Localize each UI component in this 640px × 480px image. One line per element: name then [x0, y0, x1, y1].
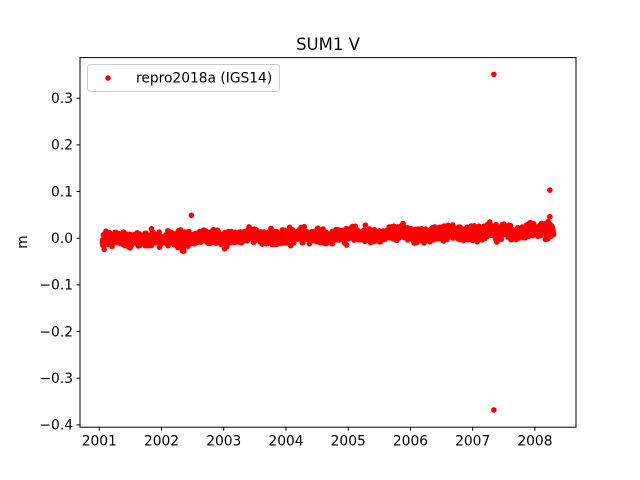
legend-marker-dot-icon: [105, 75, 111, 81]
y-axis-label: m: [15, 235, 31, 248]
y-tick-label: 0.1: [51, 184, 73, 200]
y-tick-label: 0.2: [51, 138, 73, 154]
axes-spines: [79, 57, 577, 428]
x-tick-label: 2005: [331, 434, 366, 450]
x-tick-label: 2003: [206, 434, 241, 450]
x-tick-label: 2001: [82, 434, 117, 450]
data-point-outlier: [188, 212, 195, 219]
y-tick-label: −0.3: [39, 371, 73, 387]
y-tick-label: −0.1: [39, 278, 73, 294]
chart-title: SUM1 V: [296, 35, 361, 54]
legend-box: [87, 64, 280, 92]
data-point-outlier: [547, 213, 553, 220]
x-tick-label: 2008: [517, 434, 552, 450]
y-tick-label: −0.2: [39, 324, 73, 340]
data-point-outlier: [547, 187, 553, 193]
data-point-outlier: [491, 407, 497, 413]
y-tick-label: −0.4: [39, 418, 73, 434]
legend: repro2018a (IGS14): [87, 64, 280, 92]
x-tick-label: 2007: [455, 434, 490, 450]
legend-label: repro2018a (IGS14): [136, 71, 272, 87]
x-tick-label: 2006: [393, 434, 428, 450]
scatter-points: [99, 71, 557, 413]
y-axis-ticks: −0.4 −0.3 −0.2 −0.1 0.0 0.1 0.2 0.3: [39, 91, 80, 434]
data-point: [179, 247, 186, 254]
y-tick-label: 0.3: [51, 91, 73, 107]
y-tick-label: 0.0: [51, 231, 73, 247]
x-axis-ticks: 2001 2002 2003 2004 2005 2006 2007 2008: [82, 427, 552, 450]
x-tick-label: 2002: [144, 434, 179, 450]
x-tick-label: 2004: [268, 434, 303, 450]
data-point-outlier: [491, 71, 497, 78]
